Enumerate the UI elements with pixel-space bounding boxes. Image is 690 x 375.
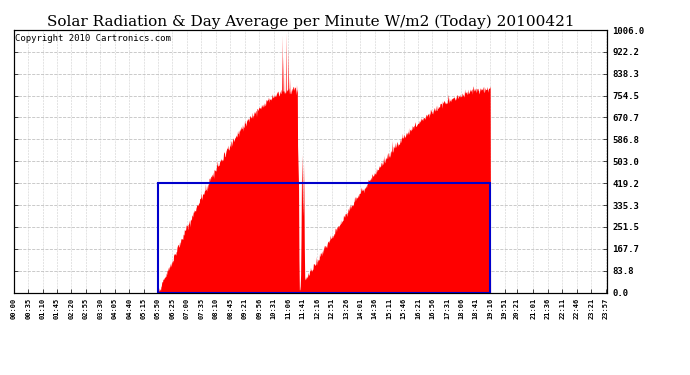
Bar [158,183,490,292]
Text: Copyright 2010 Cartronics.com: Copyright 2010 Cartronics.com [15,34,171,43]
Title: Solar Radiation & Day Average per Minute W/m2 (Today) 20100421: Solar Radiation & Day Average per Minute… [47,15,574,29]
